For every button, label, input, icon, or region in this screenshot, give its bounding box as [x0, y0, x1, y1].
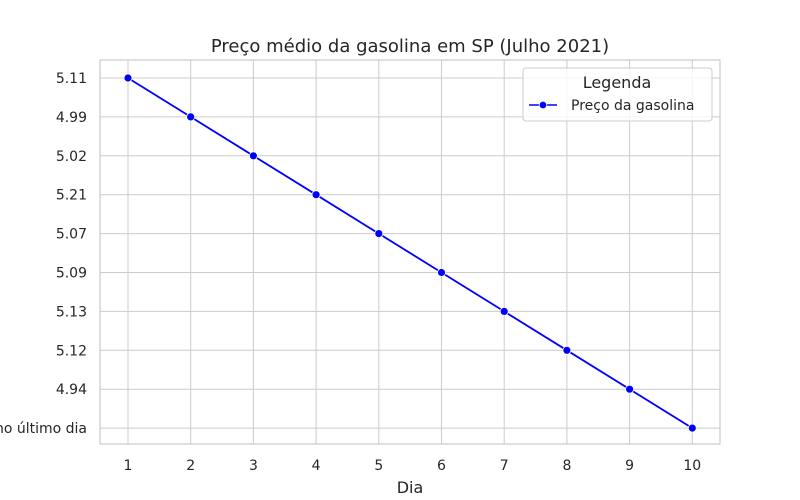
- y-tick-label: 5.09: [56, 266, 87, 282]
- chart-title: Preço médio da gasolina em SP (Julho 202…: [211, 36, 609, 57]
- x-ticks: 1 2 3 4 5 6 7 8 9 10: [124, 458, 702, 474]
- y-tick-label: 4.94: [56, 382, 87, 398]
- data-point: [687, 423, 697, 433]
- y-tick-label: Preço no último dia: [0, 421, 87, 437]
- data-point: [248, 151, 258, 161]
- legend-title: Legenda: [583, 73, 652, 92]
- data-point: [374, 229, 384, 239]
- x-tick-label: 9: [625, 458, 634, 474]
- y-tick-label: 5.12: [56, 343, 87, 359]
- plot-frame: [99, 59, 721, 445]
- data-point: [311, 190, 321, 200]
- data-point: [625, 384, 634, 394]
- y-tick-label: 5.02: [56, 149, 87, 165]
- x-tick-label: 10: [683, 458, 701, 474]
- series-layer: [123, 73, 697, 433]
- y-tick-label: 5.21: [56, 188, 87, 204]
- x-tick-label: 1: [124, 458, 133, 474]
- y-tick-label: 5.13: [56, 304, 87, 320]
- x-tick-label: 2: [186, 458, 195, 474]
- y-tick-label: 5.07: [56, 227, 87, 243]
- x-tick-label: 5: [374, 458, 383, 474]
- data-point: [437, 268, 446, 277]
- y-tick-label: 4.99: [56, 110, 87, 126]
- data-point: [186, 112, 196, 122]
- x-tick-label: 7: [500, 458, 509, 474]
- x-tick-label: 3: [249, 458, 258, 474]
- legend-entry-label: Preço da gasolina: [571, 98, 694, 114]
- data-point: [499, 306, 509, 316]
- series-line: [127, 77, 693, 429]
- x-tick-label: 8: [562, 458, 571, 474]
- x-tick-label: 4: [312, 458, 321, 474]
- y-tick-label: 5.11: [56, 71, 87, 87]
- legend-marker-swatch: [538, 100, 548, 110]
- x-axis-label: Dia: [397, 478, 424, 497]
- x-tick-label: 6: [437, 458, 446, 474]
- legend: Legenda Preço da gasolina: [522, 67, 713, 122]
- y-ticks: 5.11 4.99 5.02 5.21 5.07 5.09 5.13 5.12 4.94 Preç…: [0, 71, 87, 437]
- data-point: [123, 73, 133, 83]
- legend-box: [522, 67, 713, 122]
- data-point: [562, 345, 572, 355]
